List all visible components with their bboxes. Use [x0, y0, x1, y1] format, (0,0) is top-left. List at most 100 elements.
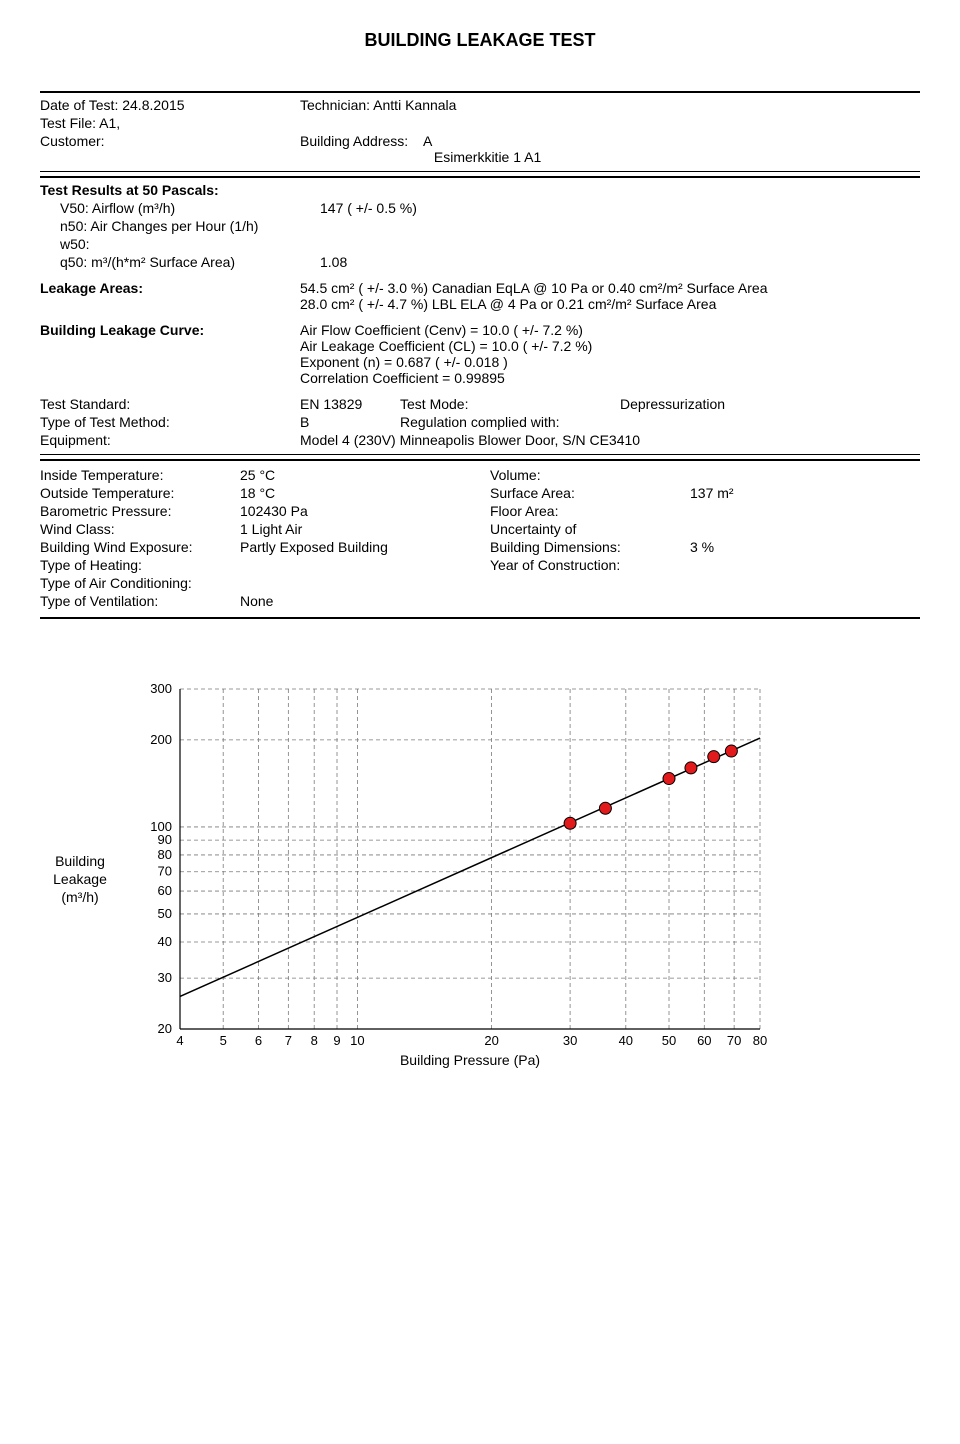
divider [40, 176, 920, 178]
conditions-section: Inside Temperature:25 °COutside Temperat… [40, 465, 920, 611]
leakage-areas-line1: 54.5 cm² ( +/- 3.0 %) Canadian EqLA @ 10… [300, 280, 920, 296]
condition-value [240, 575, 470, 591]
leakage-areas-line2: 28.0 cm² ( +/- 4.7 %) LBL ELA @ 4 Pa or … [300, 296, 920, 312]
condition-label: Inside Temperature: [40, 467, 240, 483]
mode-value: Depressurization [620, 396, 725, 412]
condition-value: 3 % [690, 539, 920, 555]
condition-label: Wind Class: [40, 521, 240, 537]
condition-value [690, 521, 920, 537]
divider [40, 454, 920, 455]
svg-text:7: 7 [285, 1033, 292, 1048]
svg-text:60: 60 [158, 883, 172, 898]
condition-label: Floor Area: [490, 503, 690, 519]
condition-row: Type of Ventilation:None [40, 593, 470, 609]
svg-text:200: 200 [150, 732, 172, 747]
leakage-areas-label: Leakage Areas: [40, 280, 300, 312]
curve-line3: Exponent (n) = 0.687 ( +/- 0.018 ) [300, 354, 920, 370]
curve-line4: Correlation Coefficient = 0.99895 [300, 370, 920, 386]
chart-y-title: Building Leakage (m³/h) [40, 852, 120, 907]
divider [40, 459, 920, 461]
equip-value: Model 4 (230V) Minneapolis Blower Door, … [300, 432, 920, 448]
addr-value2: Esimerkkitie 1 A1 [434, 149, 541, 165]
divider [40, 171, 920, 172]
svg-text:5: 5 [220, 1033, 227, 1048]
condition-label: Type of Ventilation: [40, 593, 240, 609]
condition-row: Uncertainty of [490, 521, 920, 537]
condition-row: Inside Temperature:25 °C [40, 467, 470, 483]
curve-line1: Air Flow Coefficient (Cenv) = 10.0 ( +/-… [300, 322, 920, 338]
svg-text:90: 90 [158, 832, 172, 847]
svg-text:30: 30 [563, 1033, 577, 1048]
condition-label: Barometric Pressure: [40, 503, 240, 519]
svg-text:20: 20 [158, 1021, 172, 1036]
condition-row: Barometric Pressure:102430 Pa [40, 503, 470, 519]
svg-text:9: 9 [333, 1033, 340, 1048]
q50-value: 1.08 [320, 254, 920, 270]
condition-row: Type of Heating: [40, 557, 470, 573]
svg-text:100: 100 [150, 819, 172, 834]
leakage-chart: 4567891020304050607080203040506070809010… [120, 679, 800, 1079]
results-heading: Test Results at 50 Pascals: [40, 182, 920, 198]
condition-label: Type of Heating: [40, 557, 240, 573]
condition-label: Building Wind Exposure: [40, 539, 240, 555]
file-value: A1, [99, 115, 120, 131]
condition-row: Volume: [490, 467, 920, 483]
condition-label: Uncertainty of [490, 521, 690, 537]
svg-text:Building Pressure (Pa): Building Pressure (Pa) [400, 1052, 540, 1068]
svg-text:300: 300 [150, 681, 172, 696]
curve-line2: Air Leakage Coefficient (CL) = 10.0 ( +/… [300, 338, 920, 354]
svg-text:50: 50 [158, 906, 172, 921]
condition-label: Type of Air Conditioning: [40, 575, 240, 591]
std-value: EN 13829 [300, 396, 400, 412]
svg-text:10: 10 [350, 1033, 364, 1048]
v50-label: V50: Airflow (m³/h) [60, 200, 320, 216]
condition-row: Wind Class:1 Light Air [40, 521, 470, 537]
svg-text:30: 30 [158, 970, 172, 985]
file-label: Test File: [40, 115, 96, 131]
svg-text:20: 20 [484, 1033, 498, 1048]
method-value: B [300, 414, 400, 430]
svg-text:4: 4 [176, 1033, 183, 1048]
svg-text:6: 6 [255, 1033, 262, 1048]
condition-value: 1 Light Air [240, 521, 470, 537]
tech-value: Antti Kannala [373, 97, 456, 113]
condition-value: None [240, 593, 470, 609]
condition-row: Building Wind Exposure:Partly Exposed Bu… [40, 539, 470, 555]
tech-label: Technician: [300, 97, 370, 113]
y-title-3: (m³/h) [40, 888, 120, 906]
date-label: Date of Test: [40, 97, 118, 113]
condition-value: 25 °C [240, 467, 470, 483]
w50-label: w50: [60, 236, 320, 252]
condition-value [690, 467, 920, 483]
condition-label: Outside Temperature: [40, 485, 240, 501]
condition-value: 18 °C [240, 485, 470, 501]
divider [40, 91, 920, 93]
condition-label: Volume: [490, 467, 690, 483]
curve-label: Building Leakage Curve: [40, 322, 300, 386]
svg-text:60: 60 [697, 1033, 711, 1048]
mode-label: Test Mode: [400, 396, 620, 412]
equip-label: Equipment: [40, 432, 300, 448]
chart-container: Building Leakage (m³/h) 4567891020304050… [40, 679, 920, 1079]
y-title-1: Building [40, 852, 120, 870]
condition-label: Surface Area: [490, 485, 690, 501]
q50-label: q50: m³/(h*m² Surface Area) [60, 254, 320, 270]
page-title: BUILDING LEAKAGE TEST [40, 30, 920, 51]
condition-label: Year of Construction: [490, 557, 690, 573]
svg-text:40: 40 [619, 1033, 633, 1048]
results-section: Test Results at 50 Pascals: V50: Airflow… [40, 182, 920, 270]
curve-section: Building Leakage Curve: Air Flow Coeffic… [40, 322, 920, 386]
divider [40, 617, 920, 619]
customer-label: Customer: [40, 133, 105, 149]
condition-row: Year of Construction: [490, 557, 920, 573]
method-label: Type of Test Method: [40, 414, 300, 430]
condition-value [240, 557, 470, 573]
date-value: 24.8.2015 [122, 97, 184, 113]
svg-text:70: 70 [158, 864, 172, 879]
svg-text:50: 50 [662, 1033, 676, 1048]
condition-value: Partly Exposed Building [240, 539, 470, 555]
condition-row: Surface Area:137 m² [490, 485, 920, 501]
condition-row: Floor Area: [490, 503, 920, 519]
condition-row: Type of Air Conditioning: [40, 575, 470, 591]
condition-row: Outside Temperature:18 °C [40, 485, 470, 501]
